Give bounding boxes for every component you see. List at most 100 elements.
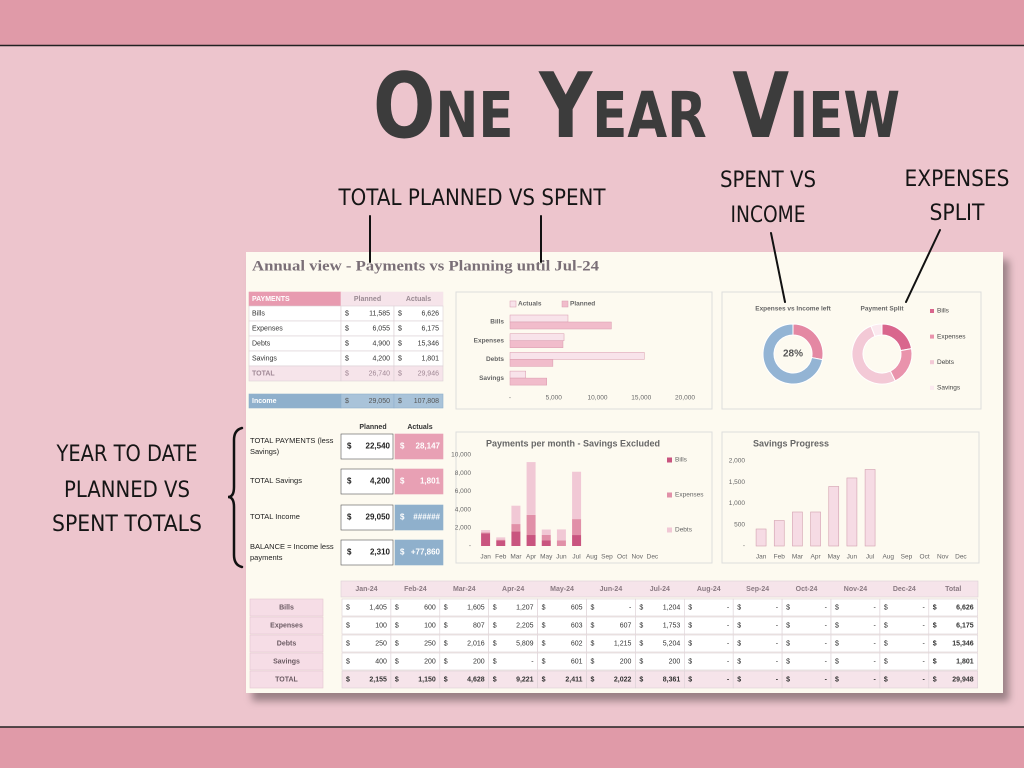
chart-panel xyxy=(455,291,713,410)
currency: $ xyxy=(444,622,448,629)
currency: $ xyxy=(737,676,741,683)
y-tick-label: 1,000 xyxy=(729,500,746,507)
amount: 250 xyxy=(424,640,436,647)
x-tick-label: Mar xyxy=(792,554,804,561)
bar xyxy=(496,539,506,541)
x-tick-label: Dec xyxy=(647,554,659,561)
y-tick-label: 10,000 xyxy=(451,452,471,459)
sheet-title: Annual view - Payments vs Planning until… xyxy=(252,258,600,274)
currency: $ xyxy=(835,676,839,683)
currency: $ xyxy=(395,676,399,683)
summary-value: 28,147 xyxy=(416,442,441,451)
summary-value: ###### xyxy=(413,513,440,522)
amount: 4,628 xyxy=(467,676,485,683)
category-label: Debts xyxy=(486,356,504,363)
column-header: Feb-24 xyxy=(404,586,427,593)
bar xyxy=(509,359,554,367)
amount: 4,200 xyxy=(372,355,390,362)
summary-header: Actuals xyxy=(407,424,432,431)
amount: - xyxy=(727,604,730,611)
table-cell xyxy=(393,365,444,382)
amount: 6,055 xyxy=(372,325,390,332)
amount: 2,155 xyxy=(369,676,387,683)
legend-swatch xyxy=(509,300,517,308)
currency: $ xyxy=(786,640,790,647)
legend-label: Debts xyxy=(937,359,955,366)
bar xyxy=(481,532,491,534)
amount: - xyxy=(874,640,877,647)
x-tick-label: Aug xyxy=(586,554,598,561)
currency: $ xyxy=(395,658,399,665)
x-tick-label: Nov xyxy=(631,554,643,561)
center-label: 28% xyxy=(783,349,803,360)
callout: SPENT VS xyxy=(720,168,816,193)
bar xyxy=(541,529,551,536)
table-header: PAYMENTS xyxy=(252,296,290,303)
currency: $ xyxy=(493,604,497,611)
column-header: Apr-24 xyxy=(502,586,524,593)
amount: 29,946 xyxy=(418,370,440,377)
amount: 9,221 xyxy=(516,676,534,683)
currency: $ xyxy=(933,640,937,647)
currency: $ xyxy=(444,604,448,611)
row-label: Income xyxy=(252,398,277,405)
legend-swatch xyxy=(930,309,934,313)
x-tick-label: Jan xyxy=(480,554,491,561)
currency: $ xyxy=(395,622,399,629)
currency: $ xyxy=(737,622,741,629)
currency: $ xyxy=(688,604,692,611)
legend-swatch xyxy=(667,492,672,498)
currency: $ xyxy=(347,513,352,522)
currency: $ xyxy=(933,622,937,629)
legend-label: Bills xyxy=(937,308,950,315)
amount: 26,740 xyxy=(369,370,391,377)
summary-label: BALANCE = Income less payments xyxy=(250,542,334,562)
x-tick-label: Oct xyxy=(920,554,930,561)
row-label: Debts xyxy=(252,340,271,347)
amount: 2,016 xyxy=(467,640,485,647)
pie-slice xyxy=(870,323,883,337)
x-tick-label: May xyxy=(540,554,553,561)
legend-swatch xyxy=(667,527,672,533)
currency: $ xyxy=(688,640,692,647)
row-label: Bills xyxy=(252,310,265,317)
column-header: Jul-24 xyxy=(650,586,670,593)
bar xyxy=(511,524,521,532)
x-tick-label: Jun xyxy=(556,554,567,561)
currency: $ xyxy=(542,676,546,683)
x-tick-label: Apr xyxy=(811,554,822,561)
amount: 200 xyxy=(620,658,632,665)
currency: $ xyxy=(345,370,349,377)
bar xyxy=(846,477,858,547)
bar xyxy=(511,531,521,546)
amount: - xyxy=(776,658,779,665)
currency: $ xyxy=(345,310,349,317)
summary-actual xyxy=(394,433,444,460)
amount: - xyxy=(727,622,730,629)
summary-planned xyxy=(340,468,394,495)
currency: $ xyxy=(639,676,643,683)
bar xyxy=(509,377,547,386)
amount: 5,809 xyxy=(516,640,534,647)
row-label-cell xyxy=(249,670,324,689)
currency: $ xyxy=(835,640,839,647)
currency: $ xyxy=(395,604,399,611)
currency: $ xyxy=(639,640,643,647)
currency: $ xyxy=(933,658,937,665)
chart-title: Savings Progress xyxy=(753,438,829,448)
row-label: TOTAL xyxy=(252,370,275,377)
summary-planned xyxy=(340,539,394,566)
bar xyxy=(810,511,821,547)
amount: 601 xyxy=(571,658,583,665)
amount: 100 xyxy=(375,622,387,629)
table-header-row xyxy=(340,580,979,598)
currency: $ xyxy=(639,658,643,665)
amount: 250 xyxy=(375,640,387,647)
currency: $ xyxy=(347,442,352,451)
row-label: Expenses xyxy=(252,325,283,332)
currency: $ xyxy=(347,477,352,486)
amount: 200 xyxy=(424,658,436,665)
bar xyxy=(828,486,840,547)
amount: - xyxy=(922,604,925,611)
callout: PLANNED VS xyxy=(64,478,190,503)
